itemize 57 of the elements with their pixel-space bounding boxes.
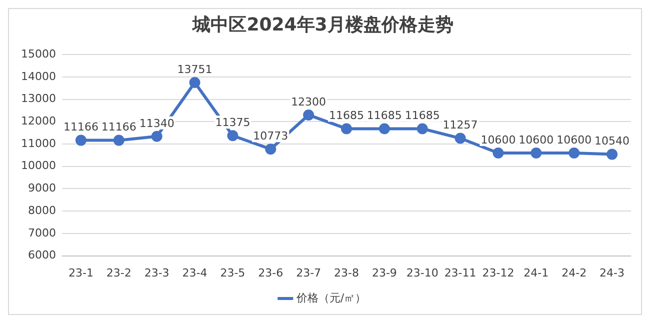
y-tick-label: 11000	[20, 136, 56, 150]
x-tick-label: 23-3	[144, 266, 170, 280]
data-label: 11685	[404, 109, 440, 122]
point	[189, 77, 200, 88]
point	[303, 109, 314, 120]
y-tick-label: 12000	[20, 114, 56, 128]
point	[568, 147, 580, 158]
data-label: 11375	[215, 116, 250, 129]
x-tick-label: 23-10	[406, 266, 438, 280]
point	[606, 148, 618, 160]
chart-title: 城中区2024年3月楼盘价格走势	[192, 14, 454, 36]
x-tick-label: 23-8	[334, 266, 359, 280]
data-label: 12300	[291, 95, 326, 108]
y-tick-label: 13000	[20, 92, 56, 106]
data-label: 10540	[594, 134, 630, 148]
point	[227, 130, 238, 142]
x-tick-label: 24-2	[562, 266, 587, 280]
x-tick-label: 23-6	[258, 266, 284, 280]
data-label: 11166	[63, 120, 98, 134]
x-tick-label: 23-11	[444, 266, 476, 280]
point	[151, 130, 162, 142]
data-label: 11685	[328, 109, 364, 122]
x-tick-label: 23-1	[68, 266, 94, 280]
point	[454, 132, 466, 144]
x-tick-label: 24-3	[600, 266, 625, 280]
data-label: 11257	[442, 118, 478, 132]
x-tick-label: 23-12	[482, 266, 514, 280]
point	[265, 144, 276, 155]
point	[530, 147, 542, 158]
point	[416, 123, 428, 134]
data-label: 10600	[480, 133, 516, 146]
point	[492, 147, 504, 158]
y-tick-label: 7000	[28, 226, 56, 240]
x-tick-label: 23-4	[182, 266, 208, 280]
y-tick-label: 10000	[20, 159, 56, 172]
y-tick-label: 9000	[28, 182, 56, 195]
x-tick-label: 23-5	[220, 266, 246, 280]
point	[378, 123, 390, 134]
y-tick-label: 8000	[28, 204, 56, 217]
data-label: 10600	[518, 133, 554, 146]
data-label: 11685	[366, 109, 402, 122]
point	[113, 134, 124, 146]
y-tick-label: 14000	[20, 70, 56, 83]
point	[75, 134, 86, 146]
point	[340, 123, 352, 134]
data-label: 11340	[139, 116, 174, 130]
legend-label: 价格（元/㎡）	[295, 291, 366, 304]
data-label: 11166	[101, 120, 136, 134]
data-label: 10773	[253, 129, 288, 142]
x-tick-label: 23-7	[296, 266, 322, 280]
x-tick-label: 23-9	[372, 266, 397, 280]
x-tick-label: 23-2	[106, 266, 132, 280]
x-tick-label: 24-1	[524, 266, 549, 280]
y-tick-label: 6000	[28, 248, 56, 262]
y-tick-label: 15000	[20, 47, 56, 60]
data-label: 13751	[177, 62, 212, 76]
data-label: 10600	[556, 133, 592, 146]
